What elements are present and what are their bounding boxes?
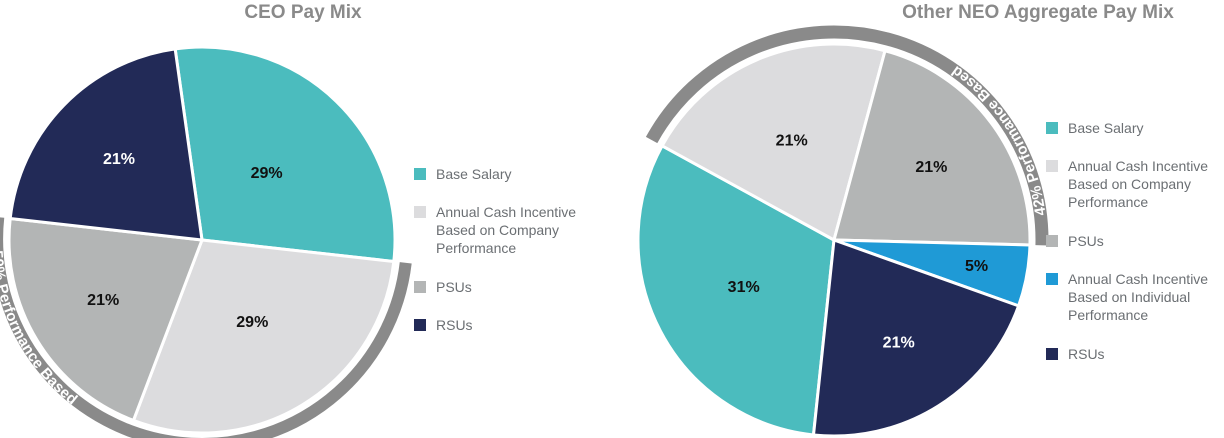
neo-chart-title: Other NEO Aggregate Pay Mix xyxy=(902,2,1174,23)
legend-label: PSUs xyxy=(1068,233,1104,249)
neo-slice-label: 5% xyxy=(965,258,988,275)
neo-legend-item: PSUs xyxy=(1046,232,1222,250)
neo-legend-item: RSUs xyxy=(1046,345,1222,363)
neo-slice xyxy=(636,144,836,437)
neo-slice-label: 21% xyxy=(776,132,808,149)
ceo-slice-label: 29% xyxy=(251,165,283,182)
neo-performance-ring xyxy=(645,25,1049,246)
legend-label: Annual Cash Incentive Based on Company P… xyxy=(436,204,577,256)
ceo-legend: Base Salary Annual Cash Incentive Based o… xyxy=(414,165,604,354)
legend-label: RSUs xyxy=(436,317,473,333)
ceo-legend-item: Base Salary xyxy=(414,165,604,183)
legend-swatch xyxy=(1046,348,1058,360)
ceo-legend-item: Annual Cash Incentive Based on Company P… xyxy=(414,203,604,257)
legend-swatch xyxy=(414,206,426,218)
neo-slice xyxy=(832,49,1032,247)
neo-legend-item: Base Salary xyxy=(1046,119,1222,137)
ceo-pie-chart: 29%29%21%21%50% Performance Based xyxy=(0,45,412,438)
ceo-slice xyxy=(7,216,204,422)
legend-label: Annual Cash Incentive Based on Company P… xyxy=(1068,158,1209,210)
ceo-slice xyxy=(173,45,397,264)
neo-legend-item: Annual Cash Incentive Based on Individua… xyxy=(1046,270,1222,324)
neo-slice-label: 21% xyxy=(883,334,915,351)
neo-slice xyxy=(812,238,1021,438)
neo-slice-label: 21% xyxy=(915,159,947,176)
ceo-slice-label: 21% xyxy=(87,292,119,309)
neo-slice xyxy=(660,42,887,242)
ceo-slice xyxy=(8,47,204,242)
legend-label: Base Salary xyxy=(436,166,512,182)
legend-swatch xyxy=(414,168,426,180)
neo-legend: Base Salary Annual Cash Incentive Based o… xyxy=(1046,119,1222,383)
legend-label: Annual Cash Incentive Based on Individua… xyxy=(1068,271,1209,323)
ceo-performance-ring xyxy=(0,217,412,438)
legend-swatch xyxy=(1046,122,1058,134)
legend-swatch xyxy=(1046,235,1058,247)
legend-label: PSUs xyxy=(436,279,472,295)
neo-pie-chart: 31%21%21%5%21%42% Performance Based xyxy=(636,25,1050,438)
ceo-slice-label: 29% xyxy=(236,314,268,331)
ceo-slice xyxy=(131,238,396,435)
ceo-chart-title: CEO Pay Mix xyxy=(244,2,362,23)
legend-label: Base Salary xyxy=(1068,120,1144,136)
legend-swatch xyxy=(414,319,426,331)
legend-swatch xyxy=(1046,160,1058,172)
neo-slice-label: 31% xyxy=(728,279,760,296)
legend-label: RSUs xyxy=(1068,346,1105,362)
ceo-legend-item: RSUs xyxy=(414,316,604,334)
neo-legend-item: Annual Cash Incentive Based on Company P… xyxy=(1046,157,1222,211)
ceo-legend-item: PSUs xyxy=(414,278,604,296)
legend-swatch xyxy=(414,281,426,293)
legend-swatch xyxy=(1046,273,1058,285)
ceo-slice-label: 21% xyxy=(103,151,135,168)
